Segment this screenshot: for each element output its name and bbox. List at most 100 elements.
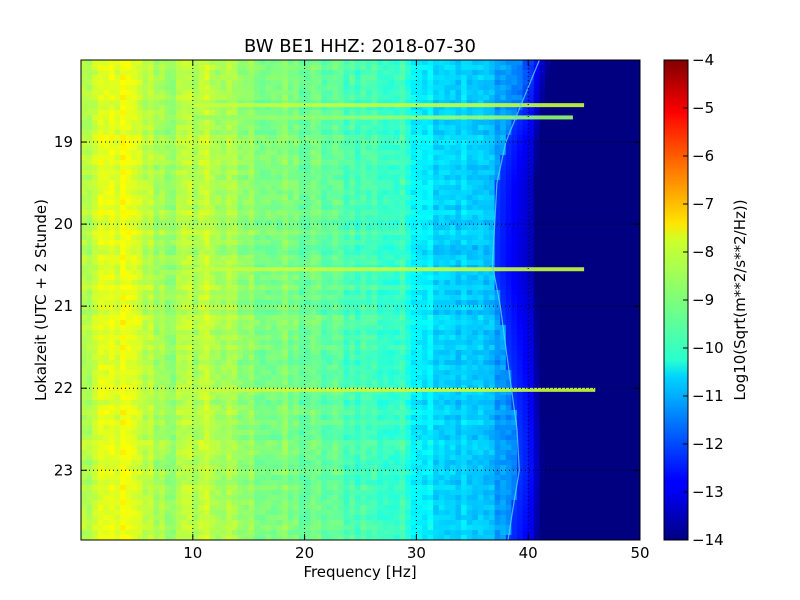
- heatmap-cell: [461, 230, 468, 236]
- heatmap-cell: [382, 270, 390, 276]
- heatmap-cell: [517, 90, 524, 96]
- heatmap-cell: [550, 195, 557, 201]
- heatmap-cell: [131, 275, 138, 281]
- heatmap-cell: [243, 95, 250, 101]
- heatmap-cell: [343, 90, 350, 96]
- heatmap-cell: [533, 140, 540, 146]
- heatmap-cell: [556, 165, 563, 171]
- heatmap-cell: [271, 180, 278, 186]
- heatmap-cell: [477, 60, 485, 66]
- heatmap-cell: [310, 225, 317, 231]
- heatmap-cell: [584, 235, 591, 241]
- heatmap-cell: [572, 160, 580, 166]
- heatmap-cell: [142, 265, 149, 271]
- heatmap-cell: [567, 200, 574, 206]
- heatmap-cell: [170, 190, 177, 196]
- heatmap-cell: [405, 105, 412, 111]
- heatmap-cell: [505, 170, 513, 176]
- heatmap-cell: [544, 250, 552, 256]
- heatmap-cell: [500, 165, 507, 171]
- heatmap-cell: [550, 185, 557, 191]
- heatmap-cell: [338, 220, 345, 226]
- heatmap-cell: [399, 155, 406, 161]
- heatmap-cell: [226, 85, 233, 91]
- heatmap-cell: [567, 245, 574, 251]
- heatmap-cell: [511, 90, 518, 96]
- heatmap-cell: [321, 210, 328, 216]
- heatmap-cell: [187, 265, 194, 271]
- heatmap-cell: [259, 305, 267, 311]
- heatmap-cell: [192, 255, 199, 261]
- heatmap-cell: [120, 110, 127, 116]
- heatmap-cell: [556, 185, 563, 191]
- heatmap-cell: [259, 95, 267, 101]
- heatmap-cell: [192, 140, 199, 146]
- heatmap-cell: [125, 100, 132, 106]
- heatmap-cell: [304, 125, 311, 131]
- heatmap-cell: [209, 135, 216, 141]
- heatmap-cell: [310, 240, 317, 246]
- heatmap-cell: [589, 115, 596, 121]
- heatmap-cell: [120, 240, 127, 246]
- heatmap-cell: [299, 280, 306, 286]
- heatmap-cell: [427, 295, 434, 301]
- heatmap-cell: [410, 110, 417, 116]
- heatmap-cell: [528, 280, 535, 286]
- heatmap-cell: [612, 200, 619, 206]
- heatmap-cell: [394, 220, 401, 226]
- heatmap-cell: [410, 210, 417, 216]
- heatmap-cell: [628, 260, 636, 266]
- heatmap-cell: [176, 140, 183, 146]
- heatmap-cell: [170, 105, 177, 111]
- heatmap-cell: [164, 225, 172, 231]
- heatmap-cell: [578, 110, 585, 116]
- heatmap-cell: [584, 220, 591, 226]
- heatmap-cell: [461, 220, 468, 226]
- heatmap-cell: [544, 130, 552, 136]
- heatmap-cell: [142, 170, 149, 176]
- heatmap-cell: [176, 190, 183, 196]
- heatmap-cell: [120, 160, 127, 166]
- heatmap-cell: [176, 95, 183, 101]
- heatmap-cell: [248, 160, 255, 166]
- heatmap-cell: [349, 300, 356, 306]
- heatmap-cell: [136, 90, 144, 96]
- heatmap-cell: [366, 275, 373, 281]
- heatmap-cell: [282, 70, 289, 76]
- heatmap-cell: [343, 70, 350, 76]
- heatmap-cell: [237, 75, 244, 81]
- heatmap-cell: [438, 75, 445, 81]
- heatmap-cell: [394, 60, 401, 66]
- heatmap-cell: [237, 125, 244, 131]
- heatmap-cell: [120, 145, 127, 151]
- heatmap-cell: [187, 210, 194, 216]
- heatmap-cell: [494, 145, 501, 151]
- heatmap-cell: [522, 300, 529, 306]
- heatmap-cell: [522, 225, 529, 231]
- heatmap-cell: [556, 145, 563, 151]
- heatmap-cell: [612, 235, 619, 241]
- heatmap-cell: [511, 185, 518, 191]
- heatmap-cell: [567, 205, 574, 211]
- heatmap-cell: [164, 160, 172, 166]
- heatmap-cell: [248, 300, 255, 306]
- heatmap-cell: [399, 270, 406, 276]
- heatmap-cell: [310, 65, 317, 71]
- heatmap-cell: [556, 250, 563, 256]
- heatmap-cell: [421, 275, 429, 281]
- heatmap-cell: [505, 255, 513, 261]
- heatmap-cell: [203, 300, 211, 306]
- heatmap-cell: [343, 125, 350, 131]
- heatmap-cell: [589, 265, 596, 271]
- heatmap-cell: [628, 250, 636, 256]
- heatmap-cell: [237, 270, 244, 276]
- heatmap-cell: [287, 165, 295, 171]
- heatmap-cell: [349, 140, 356, 146]
- heatmap-cell: [584, 130, 591, 136]
- heatmap-cell: [533, 65, 540, 71]
- heatmap-cell: [192, 60, 199, 66]
- heatmap-cell: [81, 70, 88, 76]
- heatmap-cell: [142, 190, 149, 196]
- heatmap-cell: [304, 235, 311, 241]
- heatmap-cell: [595, 190, 602, 196]
